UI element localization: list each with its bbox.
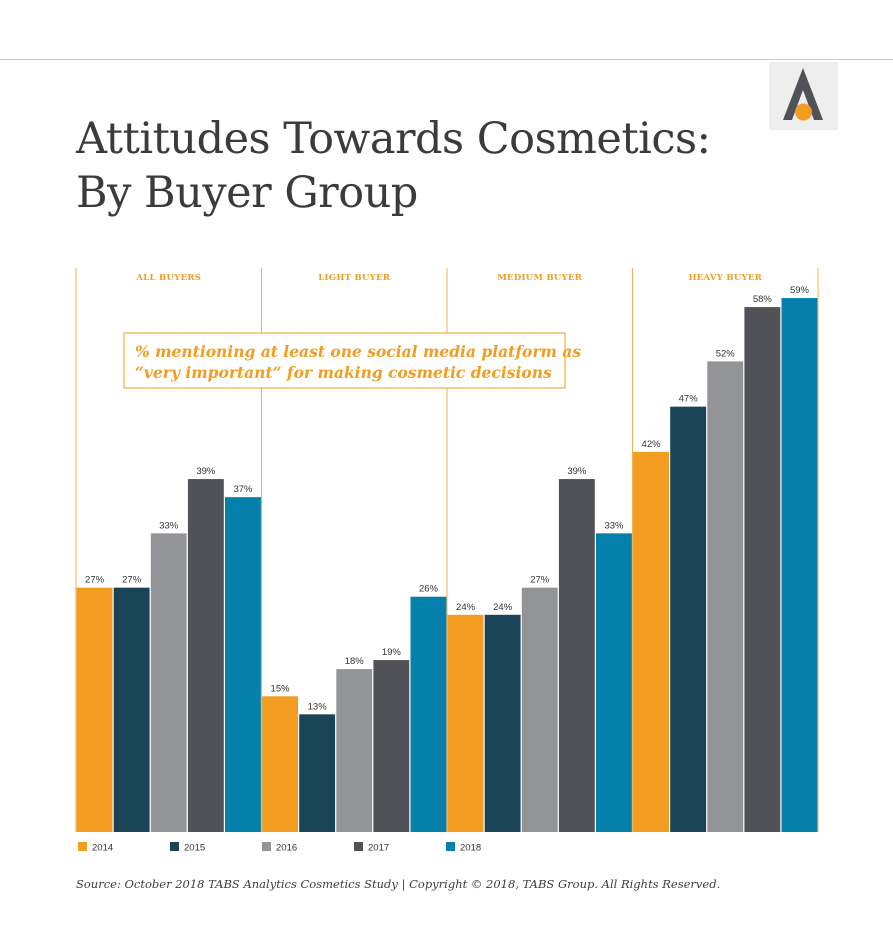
bar xyxy=(299,714,336,832)
bar xyxy=(670,406,707,832)
group-label: MEDIUM BUYER xyxy=(497,273,582,283)
group-label: HEAVY BUYER xyxy=(688,273,762,283)
legend-swatch xyxy=(446,842,455,851)
bar-value-label: 42% xyxy=(642,439,662,450)
bar-value-label: 33% xyxy=(604,520,624,531)
bar-value-label: 27% xyxy=(530,575,550,586)
bar xyxy=(596,533,632,832)
bar-value-label: 13% xyxy=(308,701,328,712)
bar-value-label: 39% xyxy=(196,466,216,477)
bar-value-label: 33% xyxy=(159,520,179,531)
legend-label: 2017 xyxy=(368,843,389,854)
bar-value-label: 27% xyxy=(85,575,105,586)
title-line-2: By Buyer Group xyxy=(76,168,418,218)
legend-swatch xyxy=(354,842,363,851)
bar xyxy=(633,451,669,832)
legend-label: 2015 xyxy=(184,843,205,854)
annotation-text: “very important” for making cosmetic dec… xyxy=(135,363,552,382)
bar xyxy=(781,298,818,832)
legend-swatch xyxy=(170,842,179,851)
bar xyxy=(410,596,447,832)
legend-label: 2016 xyxy=(276,843,297,854)
bar-value-label: 26% xyxy=(419,584,439,595)
group-label: LIGHT BUYER xyxy=(318,273,391,283)
bar xyxy=(225,497,261,832)
bar-chart: ALL BUYERS LIGHT BUYER MEDIUM BUYER HEAVY B… xyxy=(75,268,819,854)
bar xyxy=(76,587,113,832)
bar xyxy=(484,614,521,832)
page-title: Attitudes Towards Cosmetics: By Buyer Gr… xyxy=(76,112,711,220)
bar xyxy=(558,479,595,832)
bar-value-label: 24% xyxy=(493,602,513,613)
legend-label: 2018 xyxy=(460,843,481,854)
top-rule xyxy=(0,59,893,60)
bar xyxy=(262,696,298,832)
bar-value-label: 15% xyxy=(271,683,291,694)
bar xyxy=(187,479,224,832)
bar xyxy=(447,614,484,832)
bar-value-label: 58% xyxy=(753,294,773,305)
bar xyxy=(373,660,410,832)
bar-value-label: 47% xyxy=(679,394,699,405)
legend-label: 2014 xyxy=(92,843,113,854)
bar-value-label: 24% xyxy=(456,602,476,613)
bar xyxy=(113,587,150,832)
bar-value-label: 37% xyxy=(233,484,253,495)
bar xyxy=(707,361,744,832)
bar-value-label: 19% xyxy=(382,647,402,658)
source-note: Source: October 2018 TABS Analytics Cosm… xyxy=(76,877,721,891)
legend-swatch xyxy=(262,842,271,851)
bar-value-label: 27% xyxy=(122,575,142,586)
bar-value-label: 18% xyxy=(345,656,365,667)
title-line-1: Attitudes Towards Cosmetics: xyxy=(76,114,711,164)
annotation-box xyxy=(123,332,566,389)
tabs-a-logo-icon xyxy=(783,68,823,121)
bar-value-label: 52% xyxy=(716,348,736,359)
annotation-text: % mentioning at least one social media p… xyxy=(135,342,581,361)
bar-value-label: 39% xyxy=(567,466,587,477)
legend-swatch xyxy=(78,842,87,851)
bar xyxy=(744,307,781,833)
bar xyxy=(150,533,187,832)
bar xyxy=(336,669,373,832)
bar-value-label: 59% xyxy=(790,285,810,296)
logo xyxy=(769,62,838,130)
bar xyxy=(521,587,558,832)
group-label: ALL BUYERS xyxy=(135,273,201,283)
